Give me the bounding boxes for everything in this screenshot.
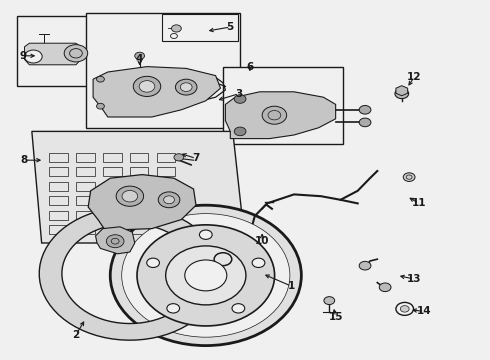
Circle shape: [164, 196, 174, 204]
Bar: [49, 167, 68, 176]
Bar: [49, 225, 68, 234]
Polygon shape: [24, 43, 81, 65]
Circle shape: [234, 127, 246, 136]
Bar: [76, 182, 95, 191]
Circle shape: [232, 303, 245, 313]
Bar: [157, 196, 175, 205]
Circle shape: [167, 303, 180, 313]
Polygon shape: [96, 227, 135, 254]
Polygon shape: [396, 86, 408, 96]
Bar: [157, 182, 175, 191]
Text: 9: 9: [20, 51, 27, 61]
Circle shape: [185, 260, 227, 291]
Bar: [223, 67, 343, 144]
Text: 12: 12: [407, 72, 421, 82]
Circle shape: [403, 173, 415, 181]
Circle shape: [324, 297, 335, 305]
Bar: [103, 153, 122, 162]
Circle shape: [400, 306, 409, 312]
Text: 15: 15: [328, 312, 343, 322]
Text: 1: 1: [288, 281, 295, 291]
Bar: [49, 182, 68, 191]
Circle shape: [122, 213, 290, 337]
Bar: [76, 211, 95, 220]
Circle shape: [137, 225, 274, 326]
Circle shape: [122, 190, 138, 202]
Polygon shape: [93, 67, 220, 117]
Bar: [103, 182, 122, 191]
Circle shape: [359, 118, 371, 127]
Circle shape: [396, 302, 414, 315]
Text: 13: 13: [407, 274, 421, 284]
Circle shape: [262, 106, 287, 124]
Circle shape: [359, 105, 371, 114]
Bar: [49, 196, 68, 205]
Circle shape: [97, 103, 104, 109]
Text: 6: 6: [246, 62, 253, 72]
Text: 2: 2: [73, 330, 79, 340]
Bar: [130, 167, 148, 176]
Polygon shape: [39, 207, 208, 340]
Polygon shape: [225, 92, 336, 139]
Bar: [17, 16, 98, 86]
Circle shape: [252, 258, 265, 267]
Circle shape: [97, 76, 104, 82]
Circle shape: [147, 258, 159, 267]
Circle shape: [110, 205, 301, 346]
Circle shape: [379, 283, 391, 292]
Circle shape: [158, 192, 180, 208]
Bar: [157, 153, 175, 162]
Bar: [103, 167, 122, 176]
Circle shape: [234, 95, 246, 103]
Text: 8: 8: [20, 155, 27, 165]
Text: 3: 3: [236, 89, 243, 99]
Bar: [130, 196, 148, 205]
Circle shape: [116, 186, 144, 206]
Circle shape: [133, 76, 161, 96]
Bar: [103, 196, 122, 205]
Bar: [130, 225, 148, 234]
Bar: [76, 153, 95, 162]
Bar: [157, 211, 175, 220]
Bar: [49, 153, 68, 162]
Circle shape: [139, 81, 155, 92]
Circle shape: [175, 79, 197, 95]
Circle shape: [64, 45, 88, 62]
Polygon shape: [32, 131, 245, 243]
Circle shape: [395, 89, 409, 99]
Bar: [130, 211, 148, 220]
Circle shape: [359, 261, 371, 270]
Circle shape: [172, 25, 181, 32]
Circle shape: [135, 52, 145, 59]
Bar: [76, 196, 95, 205]
Bar: [130, 153, 148, 162]
Text: 10: 10: [255, 236, 270, 246]
Bar: [103, 225, 122, 234]
Circle shape: [180, 83, 192, 91]
Circle shape: [199, 230, 212, 239]
Bar: [76, 167, 95, 176]
Circle shape: [166, 246, 246, 305]
Text: 5: 5: [227, 22, 234, 32]
Bar: [162, 14, 238, 41]
Circle shape: [24, 50, 42, 63]
Bar: [130, 182, 148, 191]
Bar: [76, 225, 95, 234]
Text: 11: 11: [412, 198, 426, 208]
Text: 14: 14: [416, 306, 431, 316]
Bar: [157, 167, 175, 176]
Circle shape: [174, 154, 184, 161]
Text: 4: 4: [136, 54, 144, 64]
Bar: [157, 225, 175, 234]
Text: 7: 7: [192, 153, 200, 163]
Bar: [103, 211, 122, 220]
Polygon shape: [88, 175, 196, 230]
Bar: [86, 13, 240, 128]
Bar: [49, 211, 68, 220]
Circle shape: [106, 235, 124, 248]
